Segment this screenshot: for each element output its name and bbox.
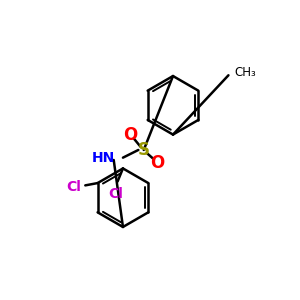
Text: CH₃: CH₃ [235, 67, 256, 80]
Text: Cl: Cl [66, 180, 81, 194]
Text: Cl: Cl [108, 187, 123, 201]
Text: O: O [124, 126, 138, 144]
Text: O: O [150, 154, 164, 172]
Text: S: S [138, 141, 150, 159]
Text: HN: HN [92, 151, 115, 165]
